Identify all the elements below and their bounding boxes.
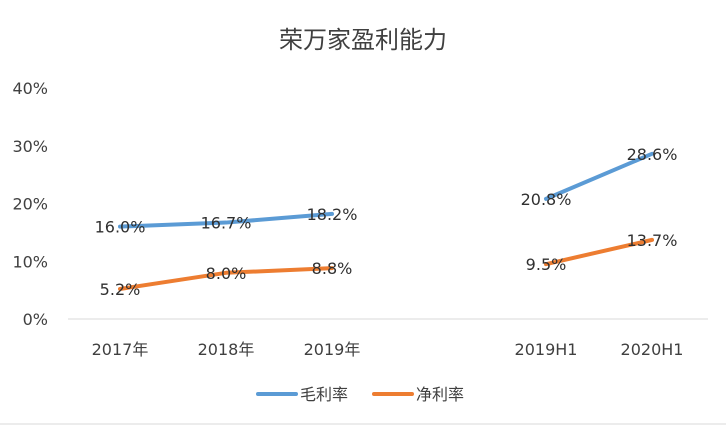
x-axis: 2017年 2018年 2019年 2019H1 2020H1 [92, 340, 684, 359]
data-label: 9.5% [526, 255, 567, 274]
chart-title: 荣万家盈利能力 [279, 26, 447, 54]
data-label: 13.7% [627, 231, 678, 250]
data-label: 16.7% [201, 214, 252, 233]
y-axis: 0% 10% 20% 30% 40% [12, 79, 48, 329]
y-tick-label: 10% [12, 252, 48, 271]
series-line-2 [118, 266, 334, 291]
series-line-1 [544, 151, 654, 201]
series-line-1 [118, 211, 334, 229]
data-label: 28.6% [627, 145, 678, 164]
x-tick-label: 2019H1 [515, 340, 578, 359]
series-layer [118, 151, 654, 291]
x-tick-label: 2018年 [198, 340, 255, 359]
data-label: 16.0% [95, 218, 146, 237]
data-label: 8.8% [312, 259, 353, 278]
data-label: 18.2% [307, 205, 358, 224]
x-tick-label: 2017年 [92, 340, 149, 359]
y-tick-label: 30% [12, 137, 48, 156]
y-tick-label: 20% [12, 195, 48, 214]
x-tick-label: 2019年 [304, 340, 361, 359]
legend: 毛利率 净利率 [256, 385, 464, 404]
x-tick-label: 2020H1 [621, 340, 684, 359]
series-line-2 [544, 237, 654, 267]
data-labels: 16.0% 16.7% 18.2% 20.8% 28.6% 5.2% 8.0% 8.8% 9.5… [95, 145, 678, 299]
legend-label: 毛利率 [300, 385, 348, 404]
y-tick-label: 0% [23, 310, 48, 329]
data-label: 8.0% [206, 264, 247, 283]
y-tick-label: 40% [12, 79, 48, 98]
data-label: 20.8% [521, 190, 572, 209]
data-label: 5.2% [100, 280, 141, 299]
legend-label: 净利率 [416, 385, 464, 404]
